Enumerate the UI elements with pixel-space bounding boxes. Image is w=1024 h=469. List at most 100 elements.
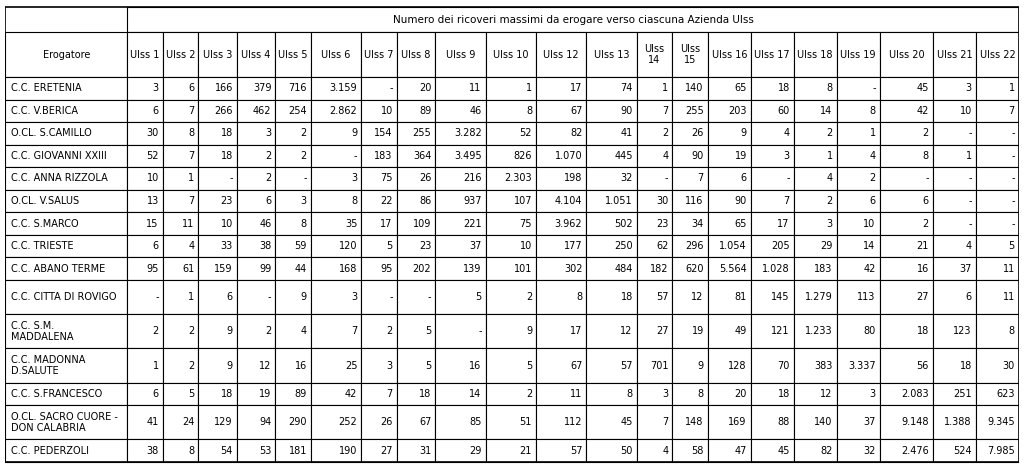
Bar [537,77,587,99]
Text: 19: 19 [691,326,703,336]
Bar [587,167,637,190]
Bar [837,348,880,383]
Text: 16: 16 [295,361,307,371]
Text: 701: 701 [650,361,669,371]
Text: 80: 80 [863,326,876,336]
Bar [435,212,485,235]
Text: O.CL. S.CAMILLO: O.CL. S.CAMILLO [11,129,92,138]
Text: 2: 2 [188,326,195,336]
Text: 2: 2 [265,151,271,161]
Bar [397,257,435,280]
Text: Ulss 9: Ulss 9 [445,50,475,60]
Text: 3: 3 [826,219,833,228]
Text: 154: 154 [375,129,393,138]
Bar [361,235,397,257]
Bar [880,405,933,439]
Text: 252: 252 [339,417,357,427]
Bar [587,314,637,348]
Bar [5,32,127,77]
Text: 18: 18 [220,389,232,399]
Bar [794,144,837,167]
Bar [5,314,127,348]
Bar [587,99,637,122]
Bar [587,280,637,314]
Text: 2: 2 [525,292,532,302]
Bar [837,257,880,280]
Bar [435,122,485,144]
Bar [751,439,794,462]
Text: C.C. ERETENIA: C.C. ERETENIA [11,83,82,93]
Text: 57: 57 [655,292,669,302]
Text: 502: 502 [614,219,633,228]
Bar [361,314,397,348]
Bar [751,280,794,314]
Bar [361,405,397,439]
Text: 113: 113 [857,292,876,302]
Text: 3: 3 [351,174,357,183]
Text: 183: 183 [375,151,393,161]
Bar [199,77,237,99]
Bar [275,348,311,383]
Text: 45: 45 [916,83,929,93]
Text: 2: 2 [265,174,271,183]
Bar [933,212,976,235]
Text: 12: 12 [691,292,703,302]
Bar [311,439,361,462]
Text: 216: 216 [463,174,481,183]
Bar [673,257,708,280]
Bar [5,77,127,99]
Bar [933,257,976,280]
Bar [361,99,397,122]
Bar [435,280,485,314]
Text: 120: 120 [339,241,357,251]
Text: 620: 620 [685,264,703,274]
Bar [794,257,837,280]
Text: 12: 12 [621,326,633,336]
Text: 8: 8 [577,292,583,302]
Bar [485,348,537,383]
Bar [275,122,311,144]
Bar [880,77,933,99]
Text: 8: 8 [188,129,195,138]
Text: 2.083: 2.083 [901,389,929,399]
Bar [637,405,673,439]
Bar [587,405,637,439]
Text: 47: 47 [734,446,746,456]
Text: -: - [665,174,669,183]
Text: 30: 30 [656,196,669,206]
Bar [708,190,751,212]
Bar [5,122,127,144]
Text: C.C. V.BERICA: C.C. V.BERICA [11,106,78,116]
Bar [880,235,933,257]
Bar [5,167,127,190]
Text: 4: 4 [966,241,972,251]
Bar [435,405,485,439]
Bar [708,167,751,190]
Bar [5,190,127,212]
Text: -: - [478,326,481,336]
Text: 2.303: 2.303 [505,174,532,183]
Bar [976,99,1019,122]
Bar [275,77,311,99]
Bar [837,235,880,257]
Bar [5,405,127,439]
Bar [794,167,837,190]
Bar [880,348,933,383]
Bar [673,167,708,190]
Bar [237,77,275,99]
Text: 3: 3 [301,196,307,206]
Text: 27: 27 [380,446,393,456]
Text: 129: 129 [214,417,232,427]
Bar [435,144,485,167]
Bar [537,235,587,257]
Text: 9.345: 9.345 [987,417,1015,427]
Text: 57: 57 [621,361,633,371]
Bar [127,122,163,144]
Text: 23: 23 [220,196,232,206]
Text: 5: 5 [386,241,393,251]
Text: 3.495: 3.495 [454,151,481,161]
Text: 7: 7 [351,326,357,336]
Text: 16: 16 [469,361,481,371]
Text: 168: 168 [339,264,357,274]
Bar [485,122,537,144]
